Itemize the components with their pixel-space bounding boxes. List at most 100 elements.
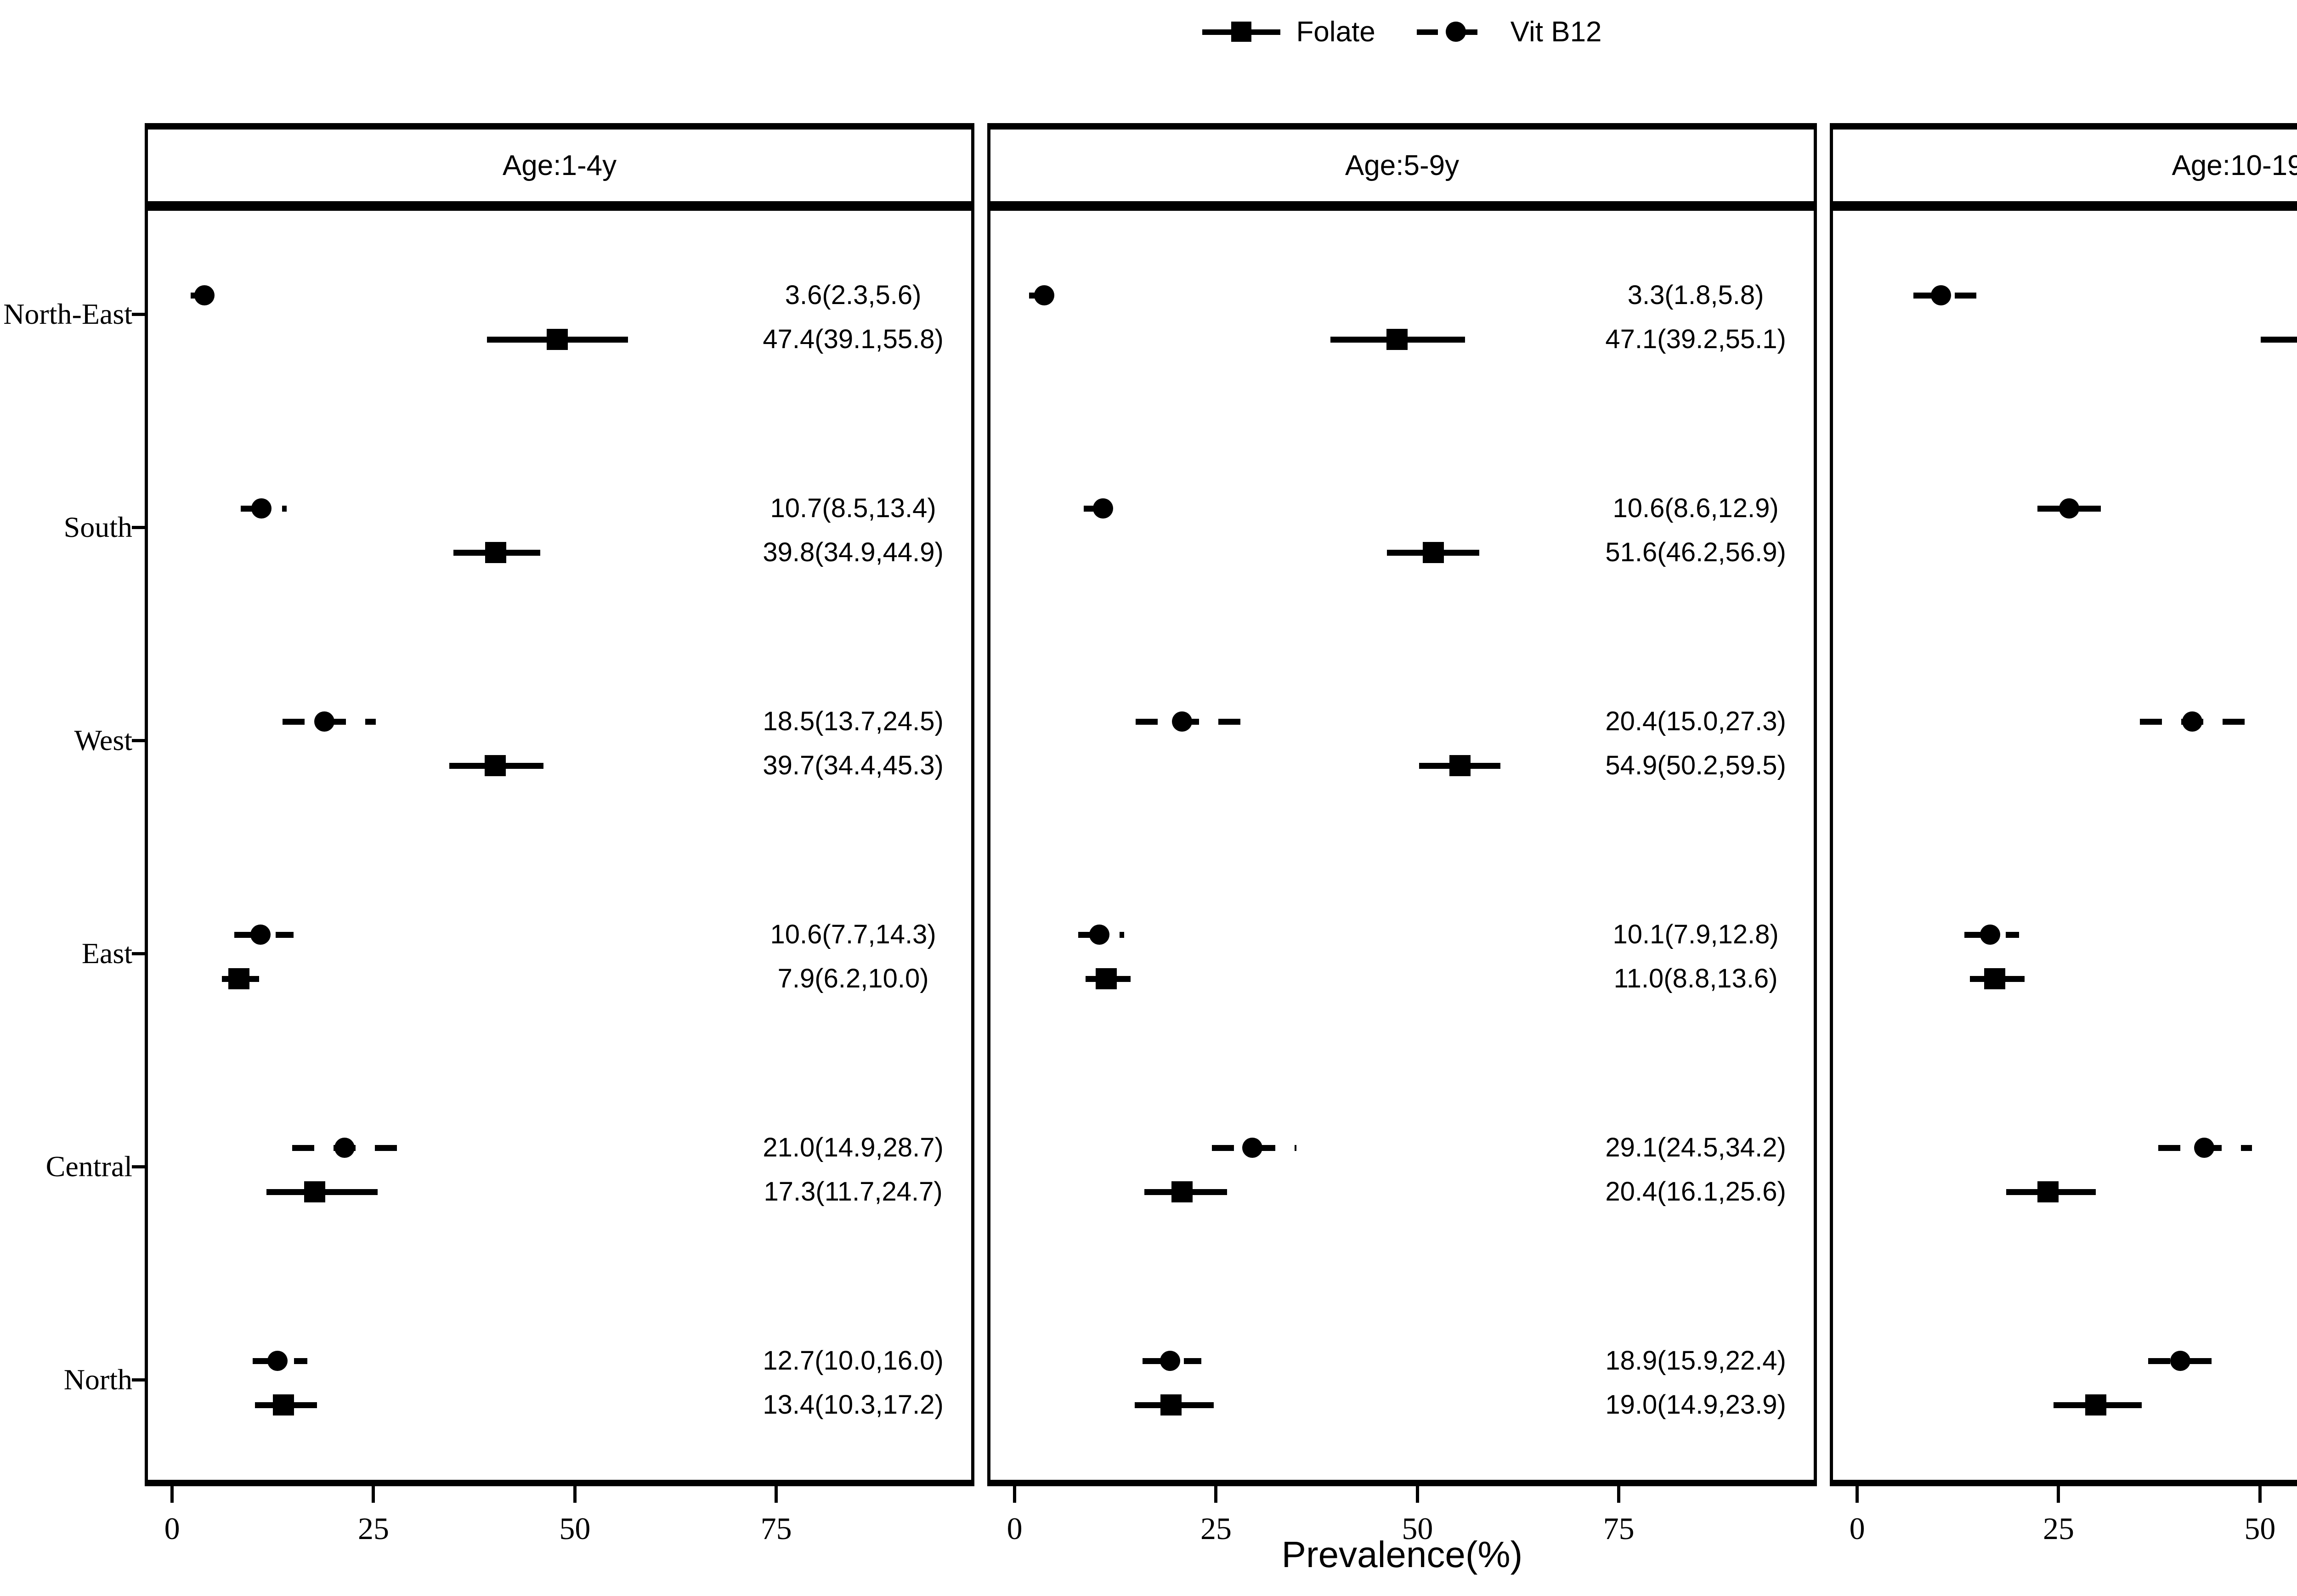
vitb12-marker bbox=[2182, 711, 2202, 732]
vitb12-value-annotation: 10.6(8.6,12.9) bbox=[1612, 493, 1779, 523]
x-axis-tick-label: 75 bbox=[760, 1511, 792, 1546]
x-axis-tick bbox=[775, 1486, 778, 1503]
x-axis-tick bbox=[372, 1486, 375, 1503]
vitb12-marker bbox=[1089, 925, 1109, 945]
vitb12-marker bbox=[194, 285, 215, 305]
vitb12-marker bbox=[2194, 1138, 2215, 1158]
folate-value-annotation: 47.4(39.1,55.8) bbox=[763, 324, 944, 354]
x-axis-tick bbox=[1856, 1486, 1859, 1503]
plot-panel: 3.6(2.3,5.6) 47.4(39.1,55.8) 10.7(8.5,13.4… bbox=[145, 208, 974, 1486]
folate-marker bbox=[1171, 1181, 1193, 1202]
x-axis-tick-label: 50 bbox=[559, 1511, 591, 1546]
facet-strip: Age:5-9y bbox=[987, 123, 1817, 208]
vitb12-marker bbox=[2059, 498, 2079, 519]
vitb12-value-annotation: 29.1(24.5,34.2) bbox=[1605, 1133, 1786, 1162]
folate-value-annotation: 51.6(46.2,56.9) bbox=[1605, 537, 1786, 567]
vitb12-marker bbox=[1980, 925, 2000, 945]
y-axis-tick bbox=[132, 952, 145, 955]
x-axis-tick-label: 0 bbox=[1849, 1511, 1865, 1546]
y-axis-region-label: Central bbox=[45, 1150, 132, 1183]
facet-strip: Age:10-19y bbox=[1830, 123, 2297, 208]
folate-marker bbox=[1984, 968, 2006, 989]
folate-value-annotation: 54.9(50.2,59.5) bbox=[1605, 750, 1786, 780]
vitb12-marker bbox=[1172, 711, 1193, 732]
vitb12-value-annotation: 21.0(14.9,28.7) bbox=[763, 1133, 944, 1162]
vitb12-value-annotation: 12.7(10.0,16.0) bbox=[763, 1346, 944, 1376]
y-axis-region-label: North-East bbox=[3, 298, 132, 330]
legend-label-folate: Folate bbox=[1296, 16, 1375, 48]
vitb12-marker bbox=[251, 498, 272, 519]
folate-marker bbox=[1160, 1394, 1182, 1416]
folate-value-annotation: 17.3(11.7,24.7) bbox=[764, 1177, 943, 1207]
vitb12-value-annotation: 3.6(2.3,5.6) bbox=[785, 280, 922, 310]
y-axis-region-label: South bbox=[63, 511, 132, 543]
vitb12-value-annotation: 10.6(7.7,14.3) bbox=[770, 919, 936, 949]
x-axis-tick-label: 25 bbox=[357, 1511, 389, 1546]
legend-item-folate: Folate bbox=[1202, 18, 1375, 46]
y-axis-tick bbox=[132, 525, 145, 529]
x-axis-tick-label: 0 bbox=[1007, 1511, 1023, 1546]
x-axis-tick-label: 50 bbox=[1402, 1511, 1433, 1546]
x-axis-tick bbox=[2258, 1486, 2262, 1503]
x-axis-tick-label: 0 bbox=[164, 1511, 180, 1546]
folate-marker bbox=[546, 329, 568, 350]
vitb12-value-annotation: 10.7(8.5,13.4) bbox=[770, 493, 936, 523]
vitb12-value-annotation: 3.3(1.8,5.8) bbox=[1627, 280, 1764, 310]
folate-value-annotation: 39.7(34.4,45.3) bbox=[763, 750, 944, 780]
legend-item-vitb12: Vit B12 bbox=[1416, 16, 1602, 48]
x-axis-title: Prevalence(%) bbox=[1281, 1534, 1523, 1575]
y-axis-tick bbox=[132, 739, 145, 742]
folate-marker bbox=[304, 1181, 325, 1202]
folate-marker bbox=[272, 1394, 294, 1416]
folate-marker bbox=[485, 542, 507, 563]
vitb12-marker bbox=[267, 1351, 288, 1371]
folate-value-annotation: 13.4(10.3,17.2) bbox=[763, 1390, 944, 1420]
folate-value-annotation: 19.0(14.9,23.9) bbox=[1605, 1390, 1786, 1420]
facet-strip-title: Age:5-9y bbox=[1345, 149, 1460, 181]
vitb12-value-annotation: 18.9(15.9,22.4) bbox=[1605, 1346, 1786, 1376]
folate-value-annotation: 39.8(34.9,44.9) bbox=[763, 537, 944, 567]
vitb12-marker bbox=[1930, 285, 1951, 305]
folate-marker bbox=[2037, 1181, 2059, 1202]
x-axis-tick bbox=[1013, 1486, 1017, 1503]
x-axis-tick bbox=[573, 1486, 577, 1503]
vitb12-circle-dashed-line-icon bbox=[1416, 21, 1495, 44]
vitb12-marker bbox=[1034, 285, 1055, 305]
folate-marker bbox=[1449, 755, 1471, 776]
folate-marker bbox=[1096, 968, 1117, 989]
y-axis-tick bbox=[132, 1378, 145, 1382]
vitb12-value-annotation: 10.1(7.9,12.8) bbox=[1612, 919, 1779, 949]
vitb12-value-annotation: 18.5(13.7,24.5) bbox=[763, 706, 944, 736]
folate-value-annotation: 20.4(16.1,25.6) bbox=[1605, 1177, 1786, 1207]
x-axis-tick bbox=[1214, 1486, 1218, 1503]
folate-value-annotation: 11.0(8.8,13.6) bbox=[1613, 964, 1778, 993]
x-axis-tick bbox=[1415, 1486, 1419, 1503]
facet-strip: Age:1-4y bbox=[145, 123, 974, 208]
y-axis-region-label: North bbox=[63, 1363, 132, 1396]
vitb12-marker bbox=[334, 1138, 355, 1158]
vitb12-marker bbox=[250, 925, 271, 945]
y-axis-tick bbox=[132, 1165, 145, 1168]
vitb12-value-annotation: 20.4(15.0,27.3) bbox=[1605, 706, 1786, 736]
folate-square-solid-line-icon bbox=[1202, 21, 1281, 44]
vitb12-marker bbox=[1093, 498, 1114, 519]
vitb12-marker bbox=[314, 711, 334, 732]
folate-marker bbox=[2085, 1394, 2106, 1416]
plot-panel: 3.3(1.8,5.8) 47.1(39.2,55.1) 10.6(8.6,12.9… bbox=[987, 208, 1817, 1486]
folate-marker bbox=[484, 755, 506, 776]
legend-label-vitb12: Vit B12 bbox=[1510, 16, 1602, 48]
y-axis-region-label: West bbox=[74, 724, 132, 756]
folate-value-annotation: 47.1(39.2,55.1) bbox=[1605, 324, 1786, 354]
x-axis-tick bbox=[170, 1486, 174, 1503]
x-axis-tick-label: 25 bbox=[1200, 1511, 1232, 1546]
folate-value-annotation: 7.9(6.2,10.0) bbox=[777, 964, 929, 993]
y-axis-region-label: East bbox=[81, 937, 132, 970]
facet-strip-title: Age:1-4y bbox=[502, 149, 617, 181]
x-axis-tick-label: 50 bbox=[2244, 1511, 2276, 1546]
x-axis-tick bbox=[1617, 1486, 1621, 1503]
x-axis-tick-label: 75 bbox=[1603, 1511, 1635, 1546]
folate-marker bbox=[228, 968, 250, 989]
vitb12-marker bbox=[1160, 1351, 1180, 1371]
facet-strip-title: Age:10-19y bbox=[2172, 149, 2297, 181]
folate-marker bbox=[1386, 329, 1408, 350]
